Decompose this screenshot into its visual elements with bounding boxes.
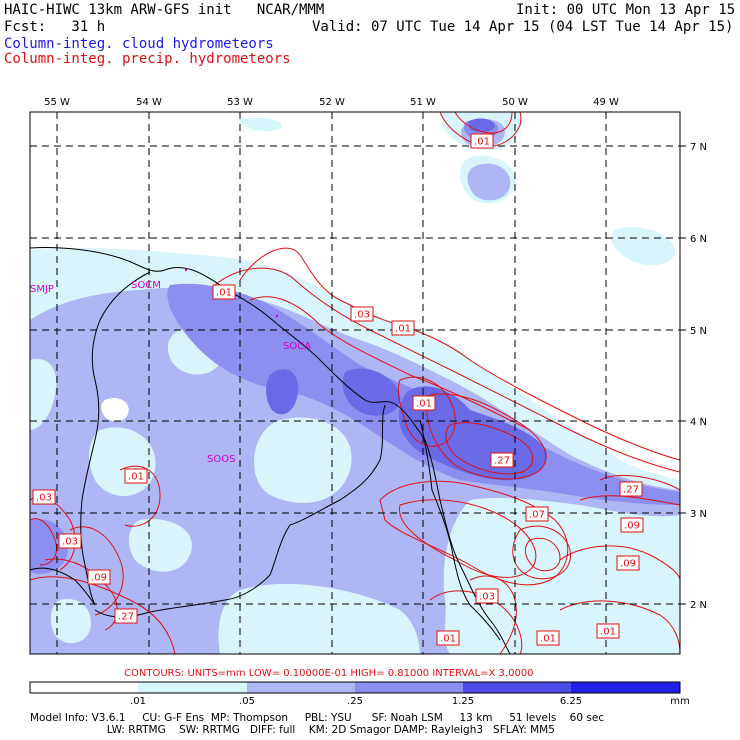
contour-label: .09 (616, 555, 640, 571)
contour-label-text: .01 (395, 324, 411, 335)
map-frame (29, 111, 681, 655)
contour-label-text: .01 (416, 399, 432, 410)
header-valid: Valid: 07 UTC Tue 14 Apr 15 (04 LST Tue … (312, 19, 734, 35)
lat-labels: 7 N 6 N 5 N 4 N 3 N 2 N (690, 142, 707, 611)
lat-label: 5 N (690, 326, 707, 337)
contour-label: .27 (490, 452, 514, 468)
lat-label: 3 N (690, 509, 707, 520)
station-smjp: SMJP (30, 284, 54, 295)
axis-ticks (680, 145, 686, 605)
coastline (30, 247, 511, 654)
contour-label-text: .03 (36, 493, 52, 504)
lat-lon-grid (30, 112, 680, 654)
colorbar-tick: .05 (239, 696, 255, 707)
field-label-precip: Column-integ. precip. hydrometeors (4, 51, 291, 67)
lat-label: 6 N (690, 234, 707, 245)
contour-label-text: .27 (118, 612, 134, 623)
contour-label-text: .07 (529, 510, 545, 521)
contour-info: CONTOURS: UNITS=mm LOW= 0.10000E-01 HIGH… (124, 668, 534, 679)
contour-label-text: .01 (540, 634, 556, 645)
colorbar-tick: 1.25 (452, 696, 474, 707)
station-soca: SOCA (283, 341, 311, 352)
contour-label: .01 (391, 320, 415, 336)
contour-label: .03 (32, 489, 56, 505)
contour-label-text: .09 (620, 559, 636, 570)
contour-label: .01 (124, 468, 148, 484)
contour-label: .03 (58, 533, 82, 549)
contour-label: .03 (475, 588, 499, 604)
colorbar: .01 .05 .25 1.25 6.25 mm (29, 681, 690, 707)
cloud-shade-level-2 (30, 287, 680, 654)
contour-label-text: .03 (62, 537, 78, 548)
lon-label: 50 W (502, 97, 528, 108)
contour-label: .01 (412, 395, 436, 411)
colorbar-tick: 6.25 (560, 696, 582, 707)
stations: SMJP SOCM SOCA SOOS (30, 268, 311, 465)
lon-label: 52 W (319, 97, 345, 108)
contour-label: .09 (620, 517, 644, 533)
field-label-cloud: Column-integ. cloud hydrometeors (4, 36, 274, 52)
contour-label-text: .01 (128, 472, 144, 483)
contour-label-text: .27 (623, 485, 639, 496)
model-info-line2: LW: RRTMG SW: RRTMG DIFF: full KM: 2D Sm… (30, 724, 555, 736)
contour-label: .07 (525, 506, 549, 522)
lat-label: 4 N (690, 417, 707, 428)
contour-labels: .01 .01 .01 .03 .01 .03 .27 .01 .01 .03 .09 .27 .27.… (32, 133, 644, 646)
header-init: Init: 00 UTC Mon 13 Apr 15 (516, 2, 736, 18)
contour-label-text: .03 (354, 310, 370, 321)
lon-label: 53 W (227, 97, 253, 108)
contour-label: .01 (212, 284, 236, 300)
contour-label: .01 (470, 133, 494, 149)
contour-label-text: .01 (216, 288, 232, 299)
lat-label: 2 N (690, 600, 707, 611)
lon-label: 54 W (136, 97, 162, 108)
colorbar-tick: .25 (347, 696, 363, 707)
contour-label-text: .27 (494, 456, 510, 467)
contour-label: .27 (619, 481, 643, 497)
contour-label-text: .09 (91, 573, 107, 584)
border-suriname-guyana (80, 271, 151, 606)
contour-label-text: .01 (474, 137, 490, 148)
lon-labels: 55 W 54 W 53 W 52 W 51 W 50 W 49 W (44, 97, 619, 108)
lat-label: 7 N (690, 142, 707, 153)
border-fguiana-brazil (419, 419, 501, 641)
model-info-line1: Model Info: V3.6.1 CU: G-F Ens MP: Thomp… (30, 712, 605, 724)
border-brazil-guyana (30, 567, 96, 606)
header-fcst: Fcst: 31 h (4, 19, 106, 35)
boundaries (30, 247, 511, 654)
contour-label: .01 (536, 630, 560, 646)
station-socm: SOCM (131, 280, 161, 291)
border-suriname-fguiana (94, 404, 386, 618)
contour-label: .27 (114, 608, 138, 624)
header-title: HAIC-HIWC 13km ARW-GFS init NCAR/MMM (4, 2, 325, 18)
colorbar-tick: .01 (130, 696, 146, 707)
lon-label: 55 W (44, 97, 70, 108)
lon-label: 51 W (410, 97, 436, 108)
contour-label-text: .09 (624, 521, 640, 532)
contour-label: .01 (596, 623, 620, 639)
contour-label-text: .01 (600, 627, 616, 638)
colorbar-unit: mm (670, 696, 689, 707)
station-soos: SOOS (207, 454, 235, 465)
contour-label: .03 (350, 306, 374, 322)
contour-label: .01 (436, 630, 460, 646)
cloud-shade-level-4 (266, 369, 299, 415)
contour-label: .09 (87, 569, 111, 585)
contour-label-text: .03 (479, 592, 495, 603)
contour-label-text: .01 (440, 634, 456, 645)
lon-label: 49 W (593, 97, 619, 108)
